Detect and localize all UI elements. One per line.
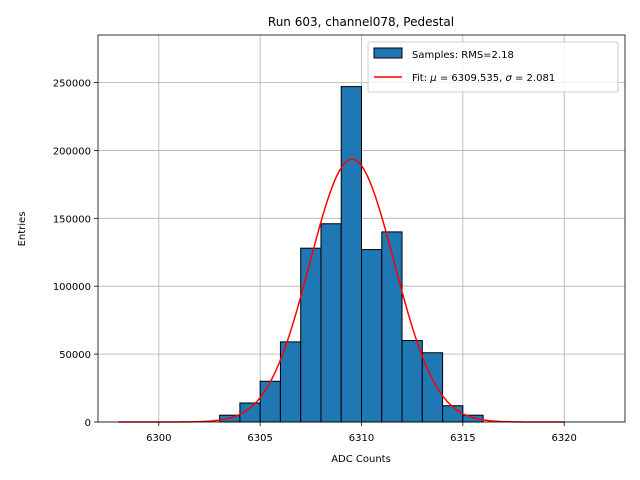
x-tick-label: 6310 — [349, 433, 374, 444]
y-tick-label: 250000 — [53, 79, 91, 90]
histogram-bar — [300, 247, 322, 423]
legend-fit-sigma-symbol: σ — [505, 73, 512, 84]
legend-fit-label: Fit: μ = 6309.535, σ = 2.081 — [412, 73, 555, 84]
y-tick-label: 100000 — [53, 282, 91, 293]
legend-samples-swatch — [373, 47, 403, 59]
histogram-bar — [381, 231, 403, 423]
y-tick-label: 50000 — [59, 350, 91, 361]
legend: Samples: RMS=2.18 Fit: μ = 6309.535, σ =… — [367, 41, 619, 93]
y-tick-label: 0 — [85, 418, 91, 429]
y-axis-ticks: 0 50000 100000 150000 200000 250000 — [53, 79, 98, 429]
x-axis-label: ADC Counts — [331, 454, 391, 465]
x-axis-ticks: 6300 6305 6310 6315 6320 — [146, 422, 577, 444]
legend-fit-mu-value: = 6309.535, — [437, 73, 506, 84]
histogram-bar — [259, 380, 281, 423]
legend-fit-mu-symbol: μ — [429, 73, 436, 84]
legend-box — [367, 41, 619, 93]
x-tick-label: 6305 — [247, 433, 272, 444]
histogram-bar — [401, 340, 423, 423]
legend-fit-prefix: Fit: — [412, 73, 430, 84]
histogram-bar — [361, 249, 383, 423]
x-tick-label: 6320 — [551, 433, 576, 444]
histogram-bar — [340, 86, 363, 423]
x-tick-label: 6300 — [146, 433, 171, 444]
histogram-bars — [219, 86, 484, 423]
y-tick-label: 200000 — [53, 146, 91, 157]
histogram-bar — [442, 405, 464, 423]
y-tick-label: 150000 — [53, 214, 91, 225]
chart-title: Run 603, channel078, Pedestal — [268, 15, 454, 29]
legend-samples-label: Samples: RMS=2.18 — [412, 50, 514, 61]
x-tick-label: 6315 — [450, 433, 475, 444]
y-axis-label: Entries — [17, 212, 28, 247]
legend-fit-sigma-value: = 2.081 — [512, 73, 555, 84]
histogram-bar — [320, 223, 342, 423]
